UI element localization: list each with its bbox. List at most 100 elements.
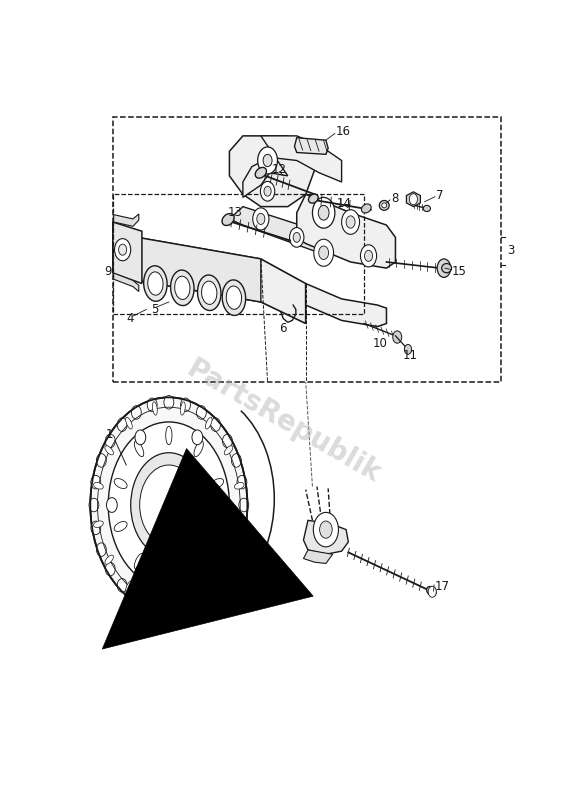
Circle shape [96,543,107,556]
Circle shape [346,216,355,229]
Circle shape [119,244,127,255]
Circle shape [131,406,141,419]
Circle shape [164,601,174,614]
Circle shape [91,521,101,535]
Circle shape [222,562,232,576]
Circle shape [257,213,265,225]
Ellipse shape [181,595,185,608]
Text: PartsRepublik: PartsRepublik [181,355,385,489]
Text: 14: 14 [337,197,352,210]
Ellipse shape [175,276,190,300]
Bar [113,117,501,382]
Polygon shape [229,207,328,252]
Circle shape [89,499,99,512]
Ellipse shape [427,586,436,596]
Ellipse shape [148,272,163,295]
Text: 5: 5 [151,303,158,316]
Text: 7: 7 [436,189,444,202]
Circle shape [318,246,329,260]
Circle shape [314,239,334,266]
Circle shape [115,239,131,260]
Circle shape [91,475,101,489]
Circle shape [342,209,360,234]
Text: 16: 16 [336,125,351,138]
Circle shape [108,422,229,588]
Circle shape [437,259,450,277]
Polygon shape [406,192,420,207]
Circle shape [237,475,247,489]
Ellipse shape [201,281,217,304]
Circle shape [131,590,141,604]
Circle shape [261,181,275,201]
Circle shape [181,598,190,612]
Circle shape [320,521,332,539]
Ellipse shape [144,266,167,301]
Circle shape [313,197,335,229]
Ellipse shape [234,483,244,489]
Circle shape [140,465,198,545]
Text: 17: 17 [435,580,450,594]
Ellipse shape [224,446,233,455]
Ellipse shape [181,402,185,415]
Text: 2: 2 [214,574,221,586]
Ellipse shape [197,275,221,311]
Circle shape [135,565,146,580]
Ellipse shape [94,521,103,527]
Circle shape [105,434,115,447]
Circle shape [117,418,127,431]
Polygon shape [306,284,387,327]
Text: 3: 3 [507,244,514,257]
Circle shape [237,521,247,535]
Text: 8: 8 [391,192,398,205]
Circle shape [222,434,232,447]
Polygon shape [137,237,306,324]
Ellipse shape [134,441,144,457]
Circle shape [90,397,247,613]
Ellipse shape [226,286,241,309]
Circle shape [131,453,207,558]
Circle shape [293,233,301,242]
Ellipse shape [194,441,203,457]
Ellipse shape [255,168,266,178]
Circle shape [117,578,127,592]
Text: 4: 4 [126,312,134,325]
Circle shape [147,398,157,411]
Ellipse shape [171,270,194,305]
Ellipse shape [222,213,234,225]
Ellipse shape [114,479,127,488]
Polygon shape [113,273,139,292]
Ellipse shape [126,581,132,593]
Text: 12: 12 [272,163,287,177]
Circle shape [135,430,146,445]
Ellipse shape [309,194,318,203]
Text: 11: 11 [402,349,417,362]
Polygon shape [229,136,315,207]
Polygon shape [113,214,139,226]
Ellipse shape [222,280,245,316]
Circle shape [181,398,190,411]
Ellipse shape [206,581,212,593]
Text: 1: 1 [106,427,113,441]
Ellipse shape [442,264,452,272]
Circle shape [147,598,157,612]
Ellipse shape [382,203,387,208]
Ellipse shape [105,446,113,455]
Circle shape [196,590,206,604]
Circle shape [290,228,304,247]
Ellipse shape [105,555,113,564]
Ellipse shape [224,555,233,564]
Circle shape [361,244,376,267]
Ellipse shape [234,521,244,527]
Polygon shape [296,194,395,268]
Circle shape [409,193,417,205]
Circle shape [258,147,277,174]
Ellipse shape [152,595,157,608]
Ellipse shape [114,522,127,531]
Ellipse shape [166,426,172,445]
Circle shape [105,562,115,576]
Bar [113,194,364,314]
Circle shape [107,498,117,512]
Circle shape [221,498,231,512]
Ellipse shape [134,554,144,569]
Circle shape [264,186,271,197]
